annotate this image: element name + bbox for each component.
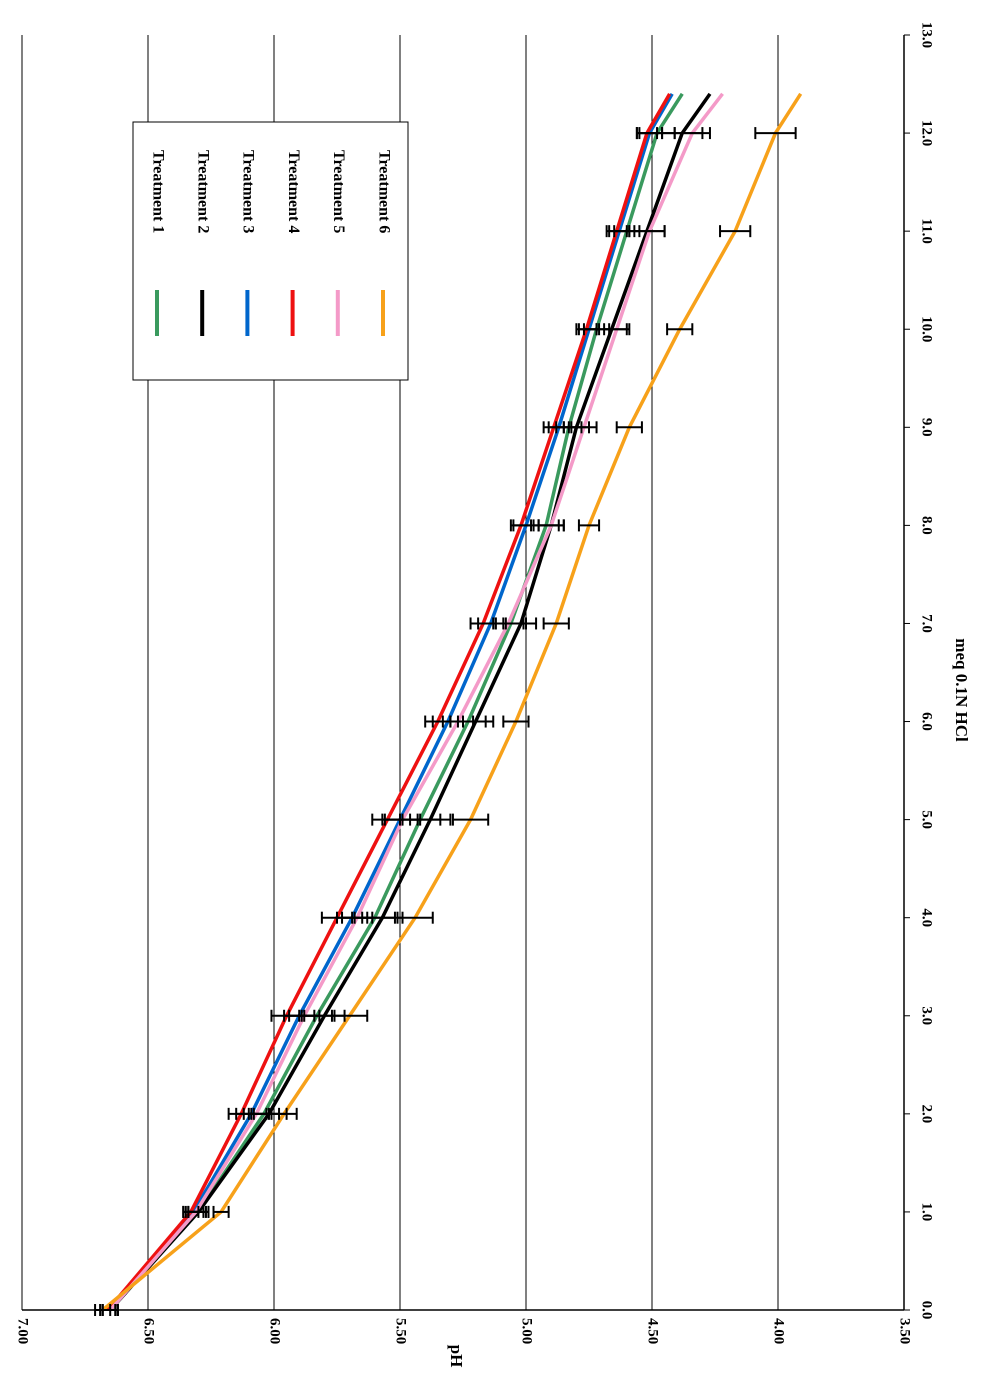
error-bar (605, 225, 628, 238)
y-tick-label: 7.00 (15, 1318, 31, 1344)
x-tick-label: 13.0 (919, 22, 935, 48)
series-line (108, 92, 724, 1312)
error-bar (542, 421, 565, 434)
error-bar (184, 1205, 207, 1218)
error-bar (341, 911, 374, 924)
x-tick-label: 9.0 (919, 418, 935, 437)
error-bar (451, 813, 490, 826)
error-bar (673, 127, 711, 140)
x-tick-label: 5.0 (919, 810, 935, 829)
legend-label: Treatment 1 (149, 150, 166, 233)
series-line (108, 92, 674, 1312)
error-bar (330, 1009, 369, 1022)
y-axis-title: pH (447, 1345, 466, 1368)
legend-label: Treatment 3 (240, 150, 257, 233)
x-tick-label: 3.0 (919, 1006, 935, 1025)
error-bar (502, 715, 530, 728)
x-tick-label: 4.0 (919, 908, 935, 927)
error-bar (666, 323, 694, 336)
x-axis-title: meq 0.1N HCl (952, 638, 971, 742)
error-bar (212, 1205, 230, 1218)
error-bar (635, 127, 659, 140)
x-tick-label: 7.0 (919, 614, 935, 633)
error-bar (570, 421, 598, 434)
error-bar (754, 127, 797, 140)
y-tick-label: 3.50 (897, 1318, 913, 1344)
error-bar (575, 323, 598, 336)
error-bar (542, 617, 570, 630)
error-bar (242, 1107, 270, 1120)
legend-label: Treatment 5 (330, 150, 347, 233)
error-bar (577, 519, 601, 532)
series-line (108, 92, 684, 1312)
error-bar (94, 1304, 112, 1316)
y-tick-label: 5.00 (519, 1318, 535, 1344)
error-bar (537, 519, 565, 532)
y-tick-label: 4.50 (645, 1318, 661, 1344)
error-bar (615, 421, 643, 434)
x-tick-label: 10.0 (919, 316, 935, 342)
series-line (106, 92, 672, 1312)
y-tick-label: 4.00 (771, 1318, 787, 1344)
series-line (101, 92, 803, 1312)
y-tick-label: 6.00 (267, 1318, 283, 1344)
error-bar (603, 323, 631, 336)
error-bar (396, 911, 434, 924)
error-bar (270, 1107, 298, 1120)
legend-label: Treatment 6 (375, 150, 392, 233)
legend-label: Treatment 2 (195, 150, 212, 233)
x-tick-label: 2.0 (919, 1104, 935, 1123)
error-bar (288, 1009, 321, 1022)
error-bar (719, 225, 752, 238)
error-bar (383, 813, 422, 826)
legend-box (132, 121, 409, 381)
x-tick-label: 0.0 (919, 1301, 935, 1320)
error-bar (441, 715, 475, 728)
error-bar (509, 519, 533, 532)
x-tick-label: 1.0 (919, 1203, 935, 1222)
legend-label: Treatment 4 (285, 150, 302, 233)
y-tick-label: 6.50 (141, 1318, 157, 1344)
x-tick-label: 6.0 (919, 712, 935, 731)
y-tick-label: 5.50 (393, 1318, 409, 1344)
error-bar (492, 617, 525, 630)
error-bar (633, 225, 666, 238)
x-tick-label: 12.0 (919, 120, 935, 146)
x-tick-label: 11.0 (919, 218, 935, 243)
x-tick-label: 8.0 (919, 516, 935, 535)
series-line (108, 92, 712, 1312)
